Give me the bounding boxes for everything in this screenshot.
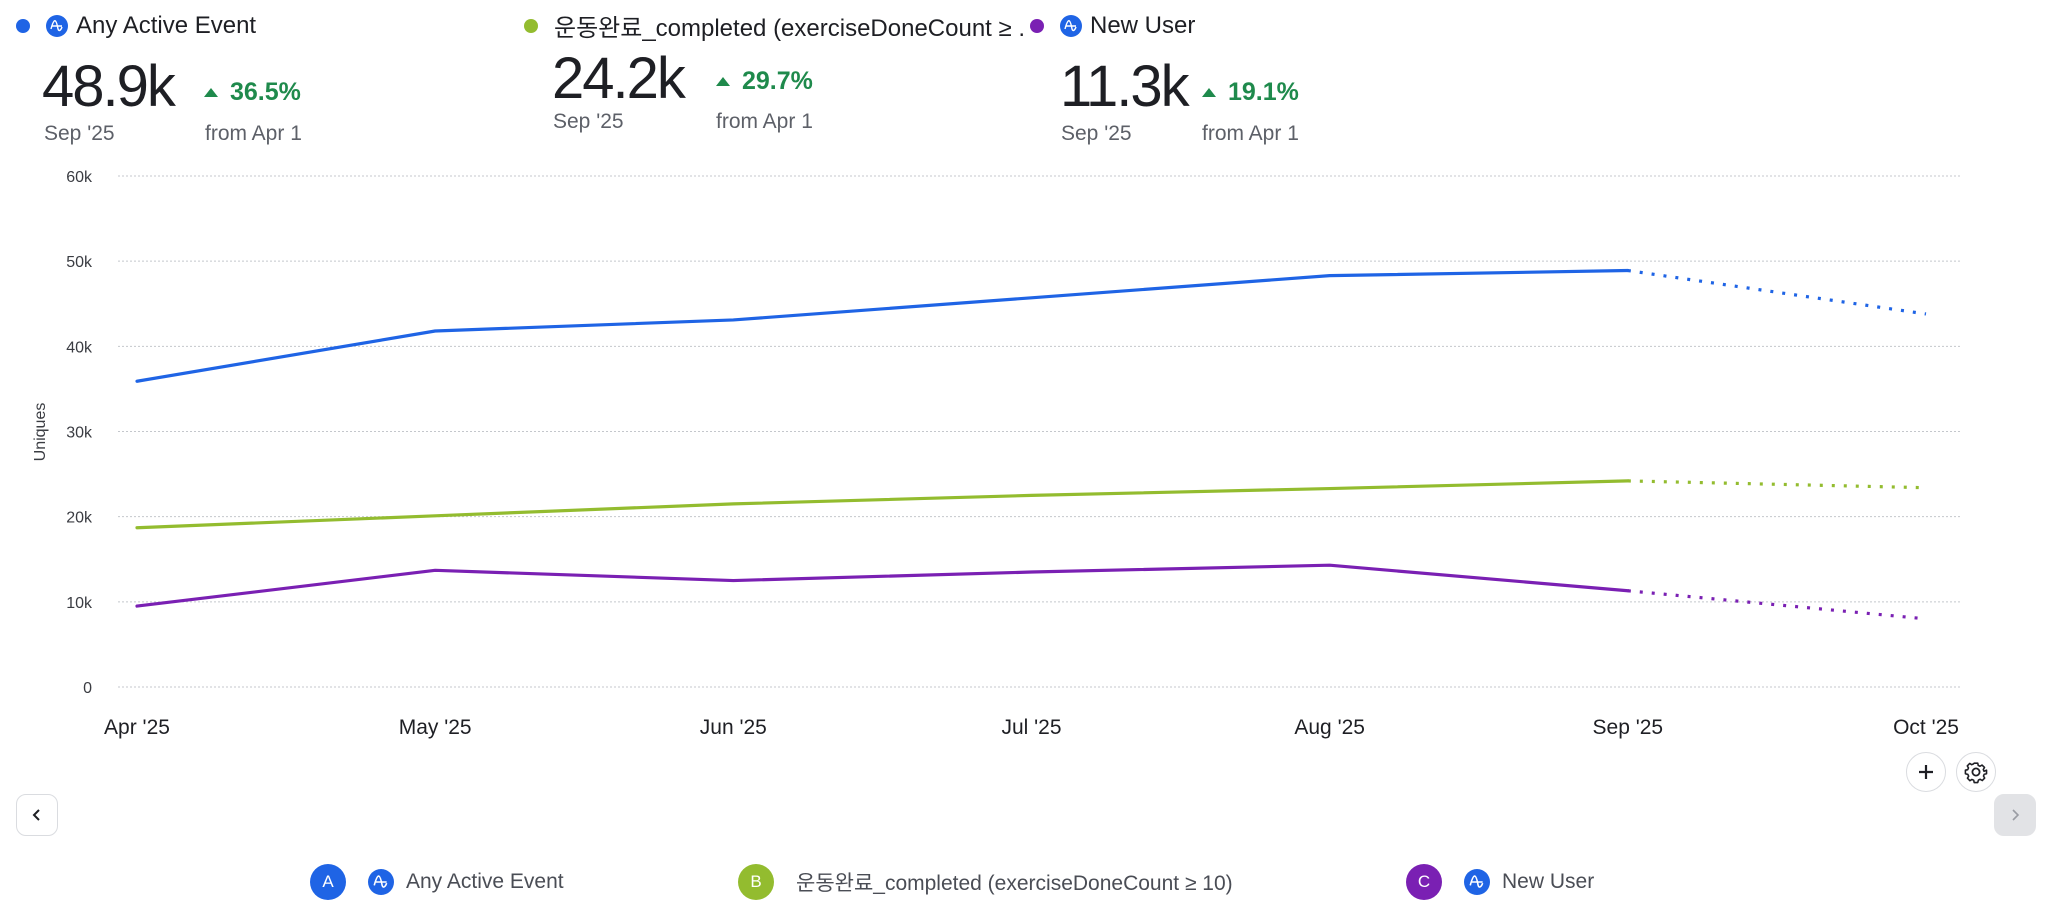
legend-label: Any Active Event [406, 870, 564, 893]
forecast-line [1627, 589, 1927, 621]
forecast-line [1627, 268, 1927, 316]
y-tick-label: 60k [66, 169, 93, 186]
y-axis-ticks: 0 10k 20k 30k 40k 50k 60k [66, 169, 93, 697]
summary-header-a[interactable]: Any Active Event [16, 12, 256, 40]
plus-icon [1919, 765, 1933, 779]
x-tick-label: Sep '25 [1593, 716, 1664, 739]
metric-delta: 19.1% [1202, 78, 1299, 107]
event-icon [1060, 15, 1082, 37]
series-line [135, 268, 1630, 383]
legend-label: New User [1502, 870, 1595, 893]
metric-delta: 36.5% [204, 78, 301, 107]
y-tick-label: 50k [66, 254, 93, 271]
series-color-dot [16, 19, 30, 33]
chart-legend: A Any Active Event B 운동완료_completed (exe… [0, 864, 2048, 904]
x-tick-label: Jul '25 [1001, 716, 1061, 739]
summary-card-c: New User 11.3k Sep '25 19.1% from Apr 1 [1030, 0, 1430, 160]
chevron-right-icon [2012, 809, 2020, 821]
series-badge: A [310, 864, 346, 900]
summary-card-b: 운동완료_completed (exerciseDoneCount ≥ . 24… [510, 0, 1050, 160]
summary-card-a: Any Active Event 48.9k Sep '25 36.5% fro… [0, 0, 520, 160]
delta-value: 19.1% [1228, 78, 1299, 106]
legend-item-c[interactable]: C New User [1406, 864, 1594, 900]
series-lines [135, 268, 1927, 621]
y-tick-label: 10k [66, 595, 93, 612]
legend-item-a[interactable]: A Any Active Event [310, 864, 564, 900]
x-tick-label: May '25 [399, 716, 472, 739]
chevron-left-icon [32, 809, 40, 821]
summary-header-c[interactable]: New User [1030, 12, 1195, 40]
metric-value: 24.2k [552, 46, 686, 111]
metric-value: 11.3k [1060, 54, 1190, 119]
legend-label: 운동완료_completed (exerciseDoneCount ≥ 10) [796, 872, 1233, 895]
metric-value: 48.9k [42, 54, 176, 119]
legend-item-b[interactable]: B 운동완료_completed (exerciseDoneCount ≥ 10… [738, 864, 1233, 900]
y-axis-label: Uniques [32, 403, 49, 462]
series-color-dot [1030, 19, 1044, 33]
delta-value: 36.5% [230, 78, 301, 106]
x-tick-label: Jun '25 [700, 716, 767, 739]
series-new-user [135, 563, 1927, 621]
y-tick-label: 0 [83, 680, 92, 697]
series-badge: C [1406, 864, 1442, 900]
summary-header-b[interactable]: 운동완료_completed (exerciseDoneCount ≥ . [524, 8, 1025, 43]
settings-button[interactable] [1956, 752, 1996, 792]
forecast-line [1627, 479, 1927, 490]
series-name: Any Active Event [76, 12, 257, 39]
series-line [135, 479, 1630, 530]
x-tick-label: Oct '25 [1893, 716, 1959, 739]
delta-caption: from Apr 1 [205, 122, 302, 145]
x-axis-ticks: Apr '25 May '25 Jun '25 Jul '25 Aug '25 Sep '… [104, 716, 1959, 739]
y-tick-label: 40k [66, 339, 93, 356]
metric-period: Sep '25 [1061, 122, 1132, 145]
event-icon [46, 15, 68, 37]
delta-caption: from Apr 1 [1202, 122, 1299, 145]
gear-icon [1964, 762, 1988, 784]
up-arrow-icon [716, 77, 730, 86]
prev-button[interactable] [16, 794, 58, 836]
x-tick-label: Apr '25 [104, 716, 170, 739]
series-line [135, 563, 1630, 608]
y-tick-label: 30k [66, 425, 93, 442]
metric-delta: 29.7% [716, 67, 813, 96]
up-arrow-icon [204, 88, 218, 97]
add-button[interactable] [1906, 752, 1946, 792]
delta-caption: from Apr 1 [716, 110, 813, 133]
metric-period: Sep '25 [553, 110, 624, 133]
delta-value: 29.7% [742, 67, 813, 95]
series-name: 운동완료_completed (exerciseDoneCount ≥ . [554, 15, 1026, 42]
metric-period: Sep '25 [44, 122, 115, 145]
series-badge: B [738, 864, 774, 900]
series-any-active-event [135, 268, 1927, 383]
series--completed-exercisedonecount-10- [135, 479, 1927, 530]
series-name: New User [1090, 12, 1196, 39]
line-chart[interactable]: 0 10k 20k 30k 40k 50k 60k Apr '25 May '25 Jun '2… [0, 160, 2048, 760]
event-icon [1464, 869, 1490, 895]
x-tick-label: Aug '25 [1294, 716, 1365, 739]
y-tick-label: 20k [66, 510, 93, 527]
gridlines [118, 175, 1962, 688]
up-arrow-icon [1202, 88, 1216, 97]
next-button[interactable] [1994, 794, 2036, 836]
series-color-dot [524, 18, 538, 33]
event-icon [368, 869, 394, 895]
